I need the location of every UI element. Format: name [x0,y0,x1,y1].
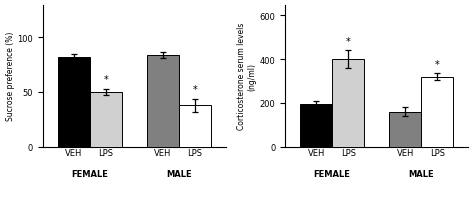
Text: FEMALE: FEMALE [72,170,109,178]
Y-axis label: Corticosterone serum levels
(ng/ml): Corticosterone serum levels (ng/ml) [237,23,257,130]
Text: MALE: MALE [409,170,434,178]
Bar [90,93,122,147]
Bar [179,105,211,147]
Bar [300,104,332,147]
Text: *: * [193,85,198,95]
Bar [332,60,364,147]
Bar [421,77,454,147]
Text: *: * [346,37,351,47]
Text: *: * [103,75,109,85]
Text: MALE: MALE [166,170,192,178]
Bar [389,112,421,147]
Bar [58,58,90,147]
Bar [147,55,179,147]
Text: *: * [435,60,440,70]
Text: FEMALE: FEMALE [314,170,351,178]
Y-axis label: Sucrose preference (%): Sucrose preference (%) [6,32,15,121]
